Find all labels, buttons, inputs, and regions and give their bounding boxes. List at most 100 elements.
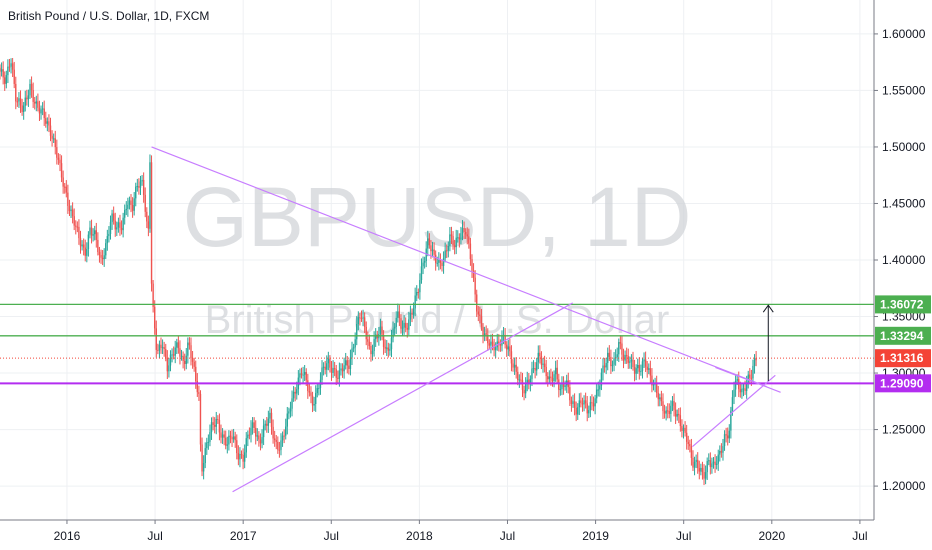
candle-body: [226, 444, 229, 446]
candle-body: [553, 374, 555, 381]
candle-body: [24, 97, 26, 106]
candle-body: [539, 352, 541, 357]
candle-body: [714, 461, 716, 465]
candle-body: [455, 237, 457, 248]
candle-body: [13, 69, 15, 84]
candle-body: [671, 401, 674, 406]
candle-body: [630, 359, 633, 362]
candle-body: [575, 407, 577, 415]
candle-body: [135, 186, 137, 199]
candle-body: [195, 366, 197, 381]
candle-body: [70, 209, 72, 212]
candle-body: [693, 461, 696, 468]
candle-body: [384, 346, 386, 349]
candle-body: [38, 107, 41, 114]
candle-body: [591, 402, 593, 404]
candle-body: [229, 435, 232, 438]
candle-body: [673, 401, 675, 410]
candle-body: [572, 401, 574, 404]
candle-body: [720, 450, 723, 453]
candle-body: [292, 391, 295, 399]
candle-body: [202, 463, 205, 472]
candle-body: [602, 365, 604, 373]
candle-body: [397, 311, 399, 318]
x-tick-label: Jul: [676, 529, 691, 543]
candle-body: [338, 370, 341, 379]
candle-body: [94, 230, 96, 235]
candle-body: [427, 238, 429, 249]
candle-body: [528, 379, 530, 385]
candle-body: [632, 359, 634, 367]
candle-body: [100, 254, 102, 258]
candle-body: [180, 355, 183, 357]
candle-body: [466, 234, 468, 237]
candle-body: [90, 227, 93, 236]
candle-body: [147, 221, 150, 229]
x-tick-label: Jul: [852, 529, 867, 543]
candle-body: [559, 389, 562, 391]
candle-body: [501, 336, 503, 346]
candle-body: [232, 436, 235, 440]
candle-body: [307, 380, 309, 392]
candle-body: [281, 435, 284, 441]
candle-body: [649, 368, 652, 376]
candle-body: [346, 360, 348, 366]
candle-body: [215, 418, 217, 427]
candle-body: [64, 186, 66, 188]
candle-body: [131, 205, 134, 211]
candle-body: [479, 314, 481, 316]
candle-body: [168, 365, 170, 372]
candle-body: [5, 75, 8, 84]
candle-body: [209, 432, 211, 442]
y-tick-label: 1.50000: [882, 140, 926, 154]
candle-body: [542, 363, 544, 365]
candle-body: [34, 101, 36, 104]
grid: [0, 0, 874, 520]
candle-series: [0, 57, 757, 486]
candle-body: [89, 227, 91, 235]
candle-body: [513, 364, 516, 368]
candle-body: [26, 97, 28, 100]
candle-body: [302, 374, 304, 376]
candle-body: [613, 358, 615, 365]
candle-body: [404, 322, 407, 328]
candle-body: [607, 352, 609, 363]
candle-body: [352, 347, 355, 349]
candle-body: [277, 441, 279, 450]
candle-body: [313, 403, 315, 406]
candle-body: [187, 342, 189, 356]
candle-body: [621, 343, 623, 355]
candle-body: [237, 453, 240, 460]
candle-body: [728, 430, 730, 439]
x-tick-label: 2017: [230, 529, 257, 543]
candle-body: [103, 255, 105, 260]
candle-body: [610, 356, 612, 367]
candle-body: [22, 105, 25, 112]
candle-body: [239, 454, 241, 460]
candle-body: [253, 422, 255, 428]
drawings: [0, 146, 874, 493]
candle-body: [185, 355, 187, 364]
chart-title: British Pound / U.S. Dollar, 1D, FXCM: [8, 9, 209, 23]
candle-body: [119, 222, 121, 228]
candle-body: [152, 283, 154, 307]
candle-body: [651, 375, 653, 386]
candle-body: [708, 460, 710, 462]
candle-body: [198, 392, 200, 394]
candle-body: [221, 434, 224, 438]
candle-body: [49, 125, 52, 136]
candle-body: [144, 194, 146, 212]
candle-body: [356, 323, 358, 340]
candle-body: [153, 306, 156, 329]
candle-body: [141, 179, 143, 182]
candle-body: [611, 364, 614, 367]
candle-body: [335, 369, 337, 378]
candle-body: [447, 246, 450, 251]
candle-body: [18, 98, 20, 102]
candle-body: [392, 328, 394, 338]
candle-body: [79, 238, 82, 247]
candle-body: [655, 383, 658, 393]
candle-body: [577, 407, 579, 415]
candle-body: [622, 354, 625, 361]
